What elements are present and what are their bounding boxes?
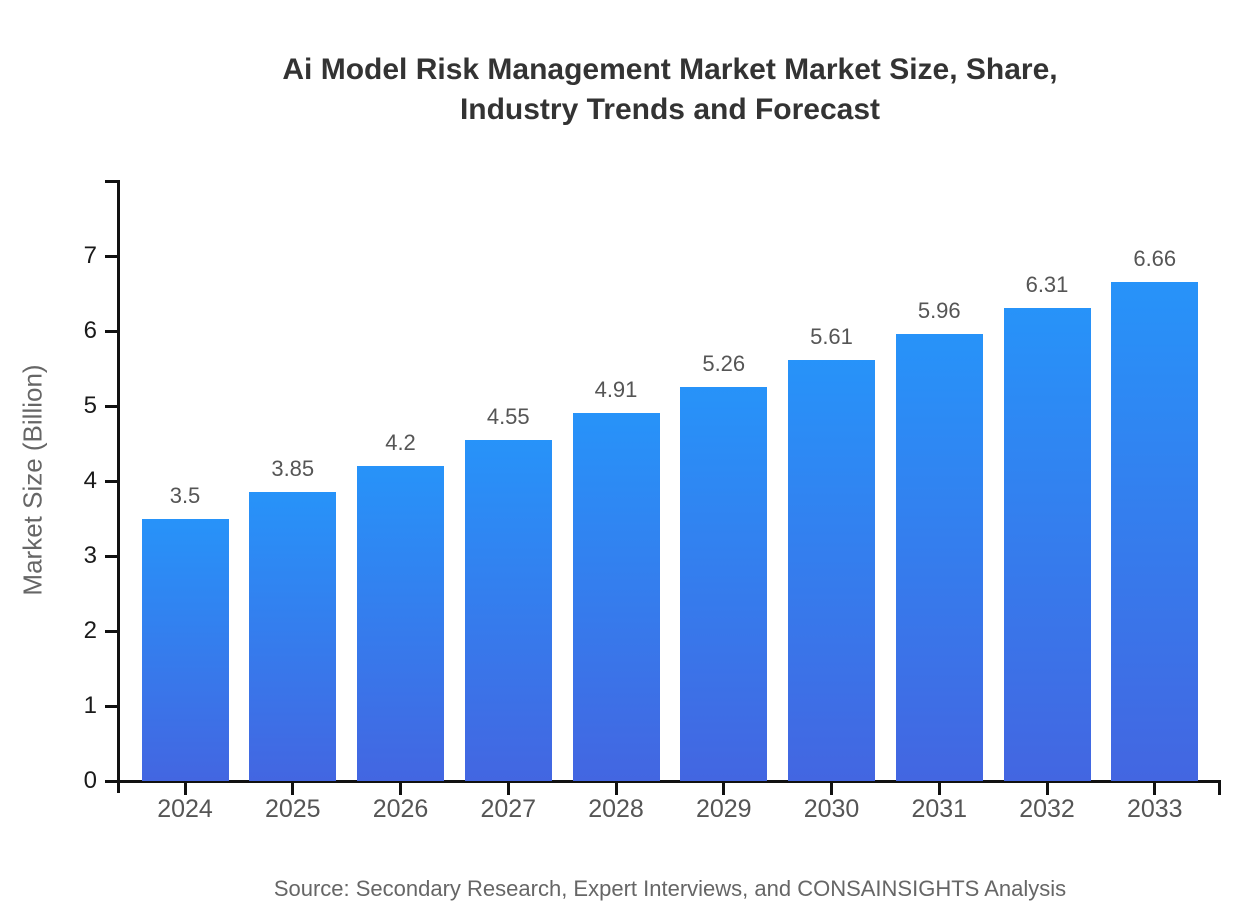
y-tick-label: 0 <box>83 767 97 794</box>
y-tick-label: 6 <box>83 317 97 344</box>
x-axis-end-cap <box>1218 779 1221 795</box>
x-tick <box>291 782 295 795</box>
x-tick <box>1045 782 1049 795</box>
y-tick-label: 4 <box>83 467 97 494</box>
bar-value-label: 4.2 <box>385 430 416 455</box>
bar <box>464 439 552 781</box>
x-tick <box>722 782 726 795</box>
y-tick-label: 5 <box>83 392 97 419</box>
x-tick <box>399 782 402 795</box>
y-tick <box>105 404 117 408</box>
x-tick <box>937 782 941 795</box>
y-tick <box>105 254 117 258</box>
bar <box>572 412 660 781</box>
bar-value-label: 6.66 <box>1133 245 1177 271</box>
bar <box>249 492 337 781</box>
bar <box>357 466 444 781</box>
bar <box>788 360 875 781</box>
bar-value-label: 4.91 <box>594 376 638 402</box>
x-tick-label: 2031 <box>911 795 968 823</box>
x-tick-label: 2029 <box>695 795 752 823</box>
y-tick-label: 1 <box>83 692 97 719</box>
y-tick <box>105 554 117 558</box>
y-tick <box>105 779 117 783</box>
y-axis-line <box>117 179 120 793</box>
bar <box>141 518 229 781</box>
x-tick-label: 2025 <box>264 795 321 823</box>
bar <box>1111 281 1199 781</box>
x-tick <box>614 782 618 795</box>
bar <box>895 334 983 781</box>
chart-title: Ai Model Risk Management Market Market S… <box>282 53 1058 126</box>
bar <box>1003 307 1091 781</box>
x-tick-label: 2027 <box>480 795 537 823</box>
x-tick-label: 2032 <box>1019 795 1075 823</box>
x-tick-label: 2024 <box>157 795 213 823</box>
bar <box>680 386 768 781</box>
y-tick <box>105 329 117 333</box>
x-tick <box>1153 782 1157 795</box>
y-tick-label: 7 <box>83 242 97 269</box>
bar-value-label: 3.5 <box>169 482 201 508</box>
y-axis-end-cap <box>105 179 117 183</box>
bar-value-label: 5.61 <box>810 324 853 350</box>
bar-value-label: 5.96 <box>917 298 961 323</box>
bar-value-label: 6.31 <box>1025 271 1069 297</box>
x-tick <box>506 782 510 795</box>
x-tick-label: 2033 <box>1126 795 1183 823</box>
bar-value-label: 4.55 <box>486 403 530 429</box>
x-tick-label: 2030 <box>803 795 860 823</box>
x-tick <box>830 782 833 795</box>
y-tick <box>105 479 117 483</box>
x-tick-label: 2028 <box>588 795 644 823</box>
y-tick-label: 2 <box>83 617 97 644</box>
bar-value-label: 5.26 <box>702 350 746 376</box>
y-tick-label: 3 <box>83 542 97 569</box>
source-note: Source: Secondary Research, Expert Inter… <box>273 876 1067 901</box>
y-tick <box>105 629 117 633</box>
y-tick <box>105 704 117 708</box>
bar-value-label: 3.85 <box>271 456 315 482</box>
x-axis-line <box>117 779 1221 783</box>
x-tick-label: 2026 <box>372 795 429 823</box>
x-tick <box>183 782 187 795</box>
